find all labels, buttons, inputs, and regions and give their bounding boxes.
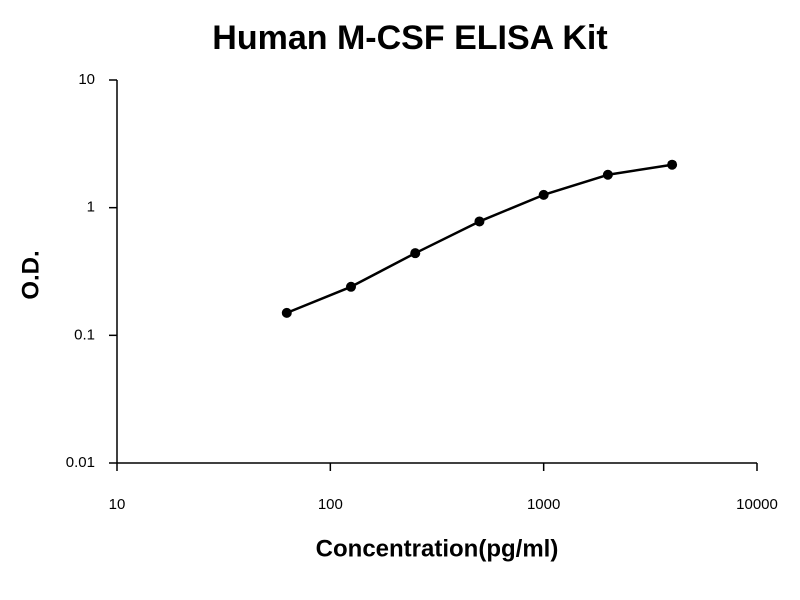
data-point	[410, 248, 421, 259]
x-tick-label: 1000	[527, 496, 560, 513]
x-tick-label: 10000	[736, 496, 778, 513]
data-point	[602, 169, 613, 180]
data-point	[474, 216, 485, 227]
x-tick-label: 10	[109, 496, 126, 513]
data-point	[538, 189, 549, 200]
y-tick-label: 0.1	[74, 326, 95, 343]
data-point	[667, 159, 678, 170]
x-tick-label: 100	[318, 496, 343, 513]
y-tick-label: 10	[78, 71, 95, 88]
y-tick-label: 1	[87, 199, 95, 216]
x-axis-label: Concentration(pg/ml)	[316, 535, 559, 562]
y-axis-label: O.D.	[17, 250, 44, 299]
data-point	[346, 281, 357, 292]
chart-title: Human M-CSF ELISA Kit	[212, 19, 607, 57]
y-tick-label: 0.01	[66, 454, 95, 471]
data-point	[281, 307, 292, 318]
